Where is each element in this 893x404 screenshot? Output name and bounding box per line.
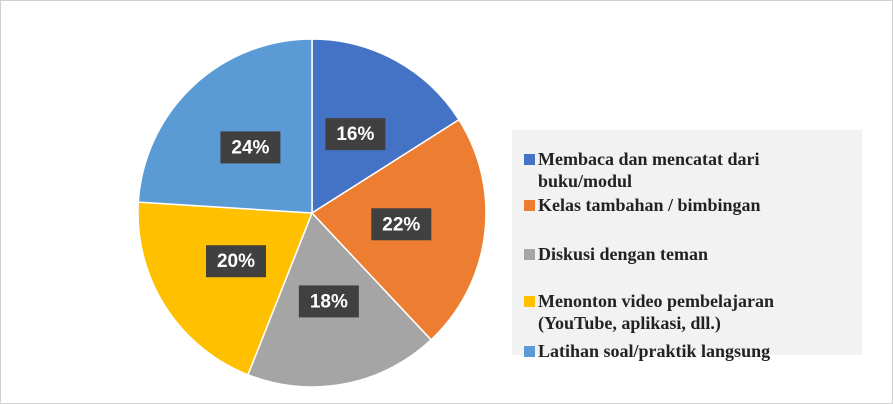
- pie-slice: [137, 38, 313, 214]
- data-label: 16%: [336, 124, 374, 145]
- legend-entry: Menonton video pembelajaran (YouTube, ap…: [524, 290, 844, 334]
- pie-slice: [311, 38, 460, 215]
- legend: Membaca dan mencatat dari buku/modul Kela…: [512, 130, 862, 361]
- legend-entry: Membaca dan mencatat dari buku/modul: [524, 148, 844, 192]
- legend-label: Latihan soal/praktik langsung: [538, 341, 771, 361]
- legend-label: Menonton video pembelajaran (YouTube, ap…: [538, 291, 774, 333]
- label-box: [298, 285, 359, 318]
- label-box: [206, 245, 267, 278]
- legend-label: Kelas tambahan / bimbingan: [538, 195, 761, 215]
- legend-swatch: [524, 200, 535, 211]
- pie-slice: [137, 201, 314, 376]
- legend-swatch: [524, 249, 535, 260]
- data-label: 18%: [310, 291, 348, 312]
- legend-entry: Diskusi dengan teman: [524, 243, 844, 265]
- legend-swatch: [524, 154, 535, 165]
- legend-entry: Kelas tambahan / bimbingan: [524, 194, 844, 216]
- legend-label: Diskusi dengan teman: [538, 244, 709, 264]
- legend-label: Membaca dan mencatat dari buku/modul: [538, 149, 760, 191]
- data-label: 24%: [231, 137, 269, 158]
- label-box: [220, 131, 281, 164]
- label-box: [371, 208, 432, 241]
- legend-entry: Latihan soal/praktik langsung: [524, 340, 844, 362]
- label-box: [325, 118, 386, 151]
- data-label: 22%: [382, 214, 420, 235]
- legend-swatch: [524, 346, 535, 357]
- data-label: 20%: [217, 251, 255, 272]
- legend-swatch: [524, 296, 535, 307]
